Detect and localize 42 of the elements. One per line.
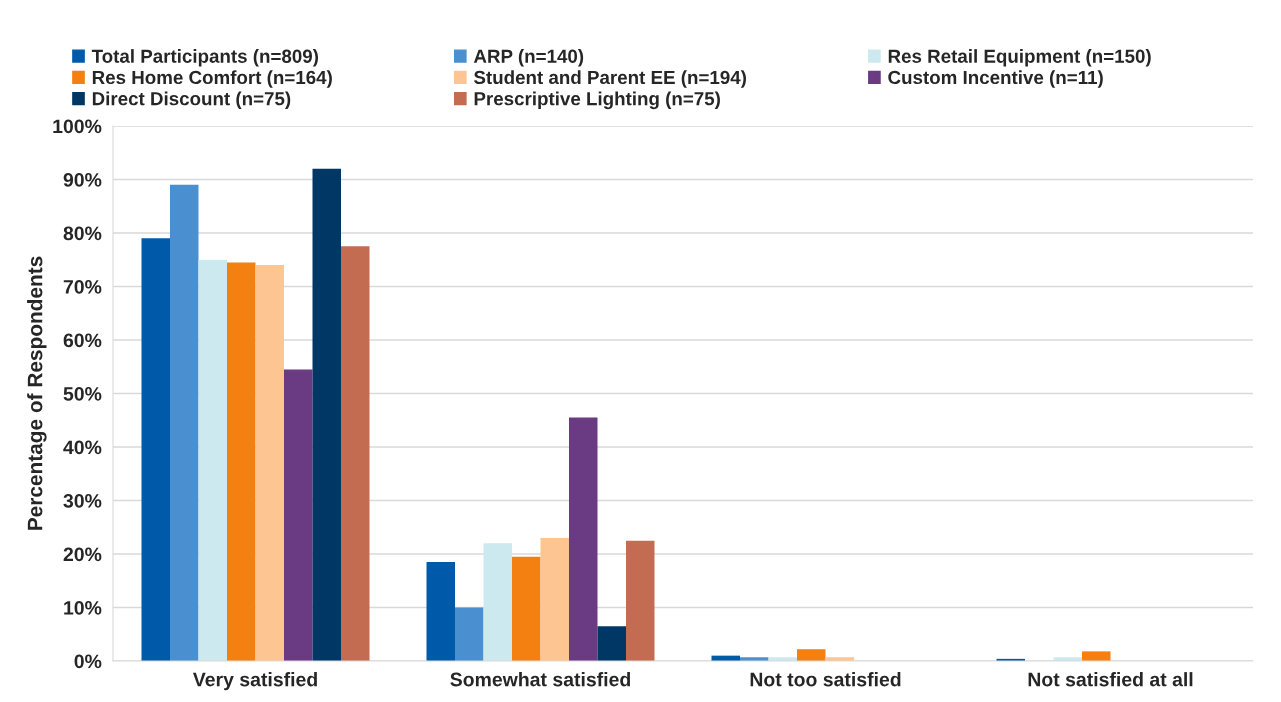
- y-tick-label: 50%: [63, 386, 102, 401]
- bar: [626, 540, 655, 661]
- legend-label: Res Retail Equipment (n=150): [888, 49, 1151, 67]
- bar: [141, 238, 170, 661]
- y-tick-label: 10%: [64, 600, 102, 615]
- y-tick-label: 30%: [63, 493, 102, 508]
- x-tick-label: Not satisfied at all: [1028, 672, 1193, 687]
- y-tick-label: 70%: [63, 279, 102, 294]
- bar: [227, 262, 256, 661]
- y-tick-label: 100%: [53, 119, 102, 134]
- y-axis-title: Percentage of Respondents: [27, 256, 47, 530]
- bar: [797, 649, 826, 661]
- x-tick-label: Very satisfied: [192, 672, 317, 691]
- bar: [170, 184, 199, 661]
- x-tick-label: Somewhat satisfied: [450, 672, 630, 687]
- y-tick-label: 60%: [63, 333, 102, 348]
- bar: [597, 626, 626, 661]
- legend-label: Total Participants (n=809): [91, 49, 319, 67]
- bar: [198, 259, 227, 661]
- legend-label: Student and Parent EE (n=194): [473, 70, 746, 88]
- bar: [483, 543, 512, 661]
- bar: [1082, 651, 1111, 661]
- y-tick-label: 80%: [63, 226, 102, 241]
- bar: [312, 168, 341, 661]
- legend-label: Custom Incentive (n=11): [888, 70, 1103, 88]
- bar: [569, 417, 598, 661]
- bar: [284, 369, 313, 661]
- x-tick-label: Not too satisfied: [750, 672, 901, 687]
- legend-label: ARP (n=140): [473, 49, 584, 67]
- bar: [341, 246, 370, 661]
- bar: [540, 537, 569, 661]
- y-tick-label: 90%: [63, 172, 102, 187]
- legend-label: Res Home Comfort (n=164): [92, 70, 332, 88]
- bar: [255, 265, 284, 661]
- bar: [512, 556, 541, 661]
- legend-label: Direct Discount (n=75): [92, 91, 291, 110]
- y-tick-label: 0%: [74, 654, 102, 669]
- y-tick-label: 40%: [63, 440, 102, 455]
- bar: [455, 607, 484, 661]
- bar: [426, 562, 455, 661]
- legend-label: Prescriptive Lighting (n=75): [474, 91, 720, 110]
- y-tick-label: 20%: [63, 547, 102, 562]
